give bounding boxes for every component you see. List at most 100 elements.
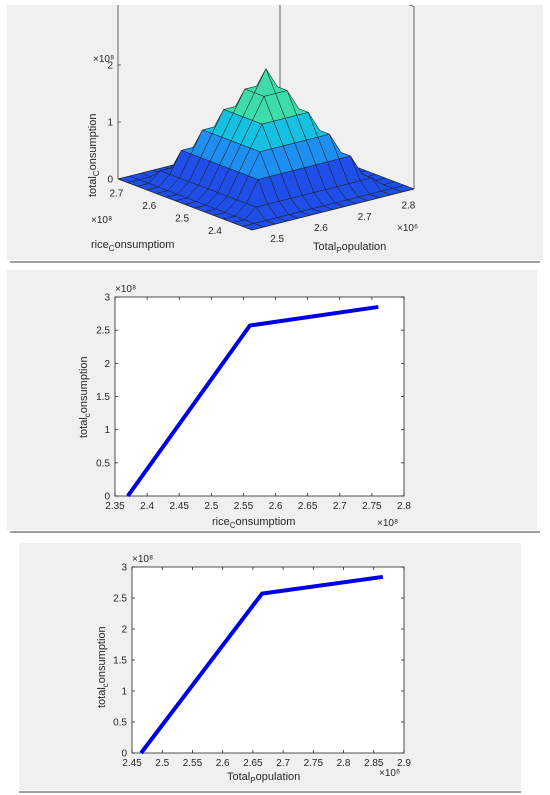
box-edge bbox=[251, 188, 415, 231]
y-tick-label: 0 bbox=[121, 749, 127, 760]
z-axis-exponent: ×10⁸ bbox=[93, 54, 114, 65]
surface-plot: 0 1 2 2.7 2.6 2.5 2.4 2.5 2.6 2.7 2.8 ×10⁸ ×10⁸ ×1… bbox=[87, 0, 418, 255]
x-tick-label: 2.85 bbox=[364, 758, 384, 769]
y-axis-exponent: ×10⁸ bbox=[115, 284, 136, 295]
line-plot-rice-panel: 2.35 2.4 2.45 2.5 2.55 2.6 2.65 2.7 2.75 2.8 0 0.5 1… bbox=[7, 270, 537, 530]
line-plot-rice: 2.35 2.4 2.45 2.5 2.55 2.6 2.65 2.7 2.75 2.8 0 0.5 1… bbox=[78, 284, 411, 530]
y-tick-label: 1.5 bbox=[96, 392, 110, 403]
plot-area bbox=[114, 296, 405, 497]
y-tick-label: 3 bbox=[104, 293, 110, 304]
x-tick-label: 2.8 bbox=[397, 501, 411, 512]
y-tick-label: 2.6 bbox=[314, 223, 328, 234]
line-plot-population: 2.45 2.5 2.55 2.6 2.65 2.7 2.75 2.8 2.85 2.9 0 0.5 1… bbox=[96, 554, 411, 785]
y-tick-label: 1 bbox=[121, 687, 127, 698]
x-tick-label: 2.65 bbox=[243, 758, 263, 769]
y-label-rest: opulation bbox=[342, 241, 387, 253]
x-tick-label: 2.5 bbox=[155, 758, 169, 769]
x-tick-label: 2.65 bbox=[298, 501, 318, 512]
z-label-rest: onsumption bbox=[87, 114, 99, 171]
axis-ticks: 2.45 2.5 2.55 2.6 2.65 2.7 2.75 2.8 2.85 2.9 0 0.5 1… bbox=[113, 563, 411, 770]
divider bbox=[10, 261, 540, 263]
y-label-sub: c bbox=[101, 683, 110, 687]
y-axis-exponent: ×10⁶ bbox=[397, 223, 418, 234]
x-axis-label: TotalPopulation bbox=[227, 771, 300, 785]
line-plot-population-panel: 2.45 2.5 2.55 2.6 2.65 2.7 2.75 2.8 2.85 2.9 0 0.5 1… bbox=[19, 543, 521, 790]
series-line bbox=[126, 304, 379, 498]
x-tick-label: 2.75 bbox=[304, 758, 324, 769]
z-tick-label: 1 bbox=[107, 118, 113, 129]
y-axis-exponent: ×10⁸ bbox=[132, 554, 153, 565]
x-axis-label: riceConsumptiom bbox=[91, 239, 174, 253]
surface-plot-panel: 0 1 2 2.7 2.6 2.5 2.4 2.5 2.6 2.7 2.8 ×10⁸ ×10⁸ ×1… bbox=[7, 0, 543, 260]
x-axis-exponent: ×10⁶ bbox=[379, 768, 400, 779]
y-tick-label: 3 bbox=[121, 563, 127, 574]
series-line bbox=[139, 574, 384, 755]
y-tick-label: 2 bbox=[104, 359, 110, 370]
z-tick-label: 2 bbox=[107, 61, 113, 72]
y-tick-label: 0.5 bbox=[96, 458, 110, 469]
x-tick-label: 2.45 bbox=[169, 501, 189, 512]
x-tick-label: 2.7 bbox=[276, 758, 290, 769]
axis-ticks: 2.35 2.4 2.45 2.5 2.55 2.6 2.65 2.7 2.75 2.8 0 0.5 1… bbox=[96, 293, 411, 513]
y-tick-label: 2 bbox=[121, 625, 127, 636]
x-tick-label: 2.5 bbox=[204, 501, 218, 512]
x-axis-label: riceConsumptiom bbox=[212, 516, 295, 530]
y-label-main: Total bbox=[313, 241, 336, 253]
y-axis-label: totalconsumption bbox=[96, 626, 110, 708]
y-tick-label: 2.7 bbox=[358, 212, 372, 223]
y-tick-label: 2.8 bbox=[401, 201, 415, 212]
x-label-rest: opulation bbox=[256, 771, 301, 783]
x-label-rest: onsumptiom bbox=[115, 239, 175, 251]
y-tick-label: 1.5 bbox=[113, 656, 127, 667]
x-label-main: Total bbox=[227, 771, 250, 783]
y-tick-label: 0 bbox=[104, 492, 110, 503]
x-tick-label: 2.7 bbox=[109, 189, 123, 200]
x-tick-label: 2.7 bbox=[333, 501, 347, 512]
x-tick-label: 2.6 bbox=[269, 501, 283, 512]
z-tick-label: 0 bbox=[107, 175, 113, 186]
x-label-sub: C bbox=[109, 244, 115, 253]
x-label-main: rice bbox=[91, 239, 109, 251]
surface-mesh bbox=[117, 68, 415, 231]
x-axis-exponent: ×10⁸ bbox=[91, 215, 112, 226]
x-tick-label: 2.5 bbox=[175, 214, 189, 225]
x-tick-label: 2.4 bbox=[208, 226, 222, 237]
y-tick-label: 1 bbox=[104, 425, 110, 436]
y-label-rest: onsumption bbox=[78, 356, 90, 413]
x-axis-exponent: ×10⁸ bbox=[377, 518, 398, 529]
y-axis-label: totalconsumption bbox=[78, 356, 92, 438]
z-axis-label: totalConsumption bbox=[87, 114, 101, 197]
box-edge bbox=[117, 178, 253, 231]
axis-ticks: 0 1 2 2.7 2.6 2.5 2.4 2.5 2.6 2.7 2.8 bbox=[107, 61, 415, 245]
y-label-sub: P bbox=[336, 246, 341, 255]
y-label-main: total bbox=[96, 687, 108, 708]
x-tick-label: 2.8 bbox=[337, 758, 351, 769]
box-edge bbox=[395, 0, 415, 7]
x-label-rest: onsumptiom bbox=[236, 516, 296, 528]
divider bbox=[19, 791, 521, 793]
x-tick-label: 2.45 bbox=[122, 758, 142, 769]
x-tick-label: 2.6 bbox=[142, 201, 156, 212]
divider bbox=[10, 531, 540, 533]
y-label-sub: c bbox=[83, 413, 92, 417]
x-label-main: rice bbox=[212, 516, 230, 528]
plot-area bbox=[131, 566, 405, 754]
x-tick-label: 2.55 bbox=[234, 501, 254, 512]
x-tick-label: 2.4 bbox=[140, 501, 154, 512]
x-label-sub: P bbox=[250, 776, 255, 785]
y-label-main: total bbox=[78, 417, 90, 438]
x-tick-label: 2.35 bbox=[105, 501, 125, 512]
y-axis-label: TotalPopulation bbox=[313, 241, 386, 255]
z-label-sub: C bbox=[92, 170, 101, 176]
y-tick-label: 2.5 bbox=[96, 326, 110, 337]
z-label-main: total bbox=[87, 176, 99, 197]
x-tick-label: 2.6 bbox=[216, 758, 230, 769]
y-tick-label: 2.5 bbox=[113, 594, 127, 605]
x-tick-label: 2.9 bbox=[397, 758, 411, 769]
y-tick-label: 2.5 bbox=[270, 234, 284, 245]
x-tick-label: 2.75 bbox=[362, 501, 382, 512]
y-tick-label: 0.5 bbox=[113, 718, 127, 729]
x-label-sub: C bbox=[230, 521, 236, 530]
y-label-rest: onsumption bbox=[96, 626, 108, 683]
x-tick-label: 2.55 bbox=[183, 758, 203, 769]
